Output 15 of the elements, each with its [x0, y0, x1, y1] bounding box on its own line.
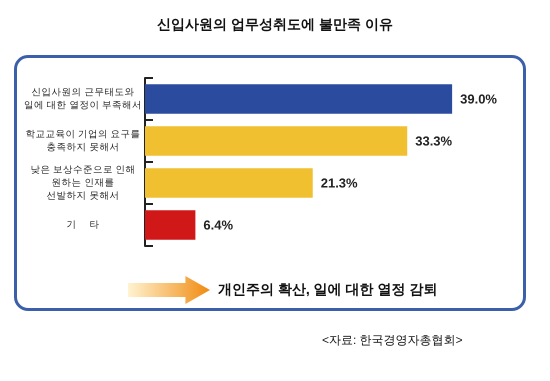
y-tick-label: 신입사원의 근무태도와 일에 대한 열정이 부족해서: [24, 87, 142, 111]
text: 개인주의 확산, 일에 대한 열정 감퇴: [218, 281, 438, 297]
text: <자료: 한국경영자총협회>: [322, 333, 463, 347]
y-tick-label: 기 타: [66, 220, 100, 230]
bar: [145, 210, 196, 240]
chart-title: 신입사원의 업무성취도에 불만족 이유: [157, 16, 393, 32]
y-tick-label: 학교교육이 기업의 요구를 충족하지 못해서: [25, 129, 141, 153]
bar: [145, 84, 452, 114]
y-tick-label: 낮은 보상수준으로 인해 원하는 인재를 선발하지 못해서: [30, 164, 136, 202]
bar: [145, 126, 408, 156]
data-label: 21.3%: [320, 176, 358, 190]
data-label: 33.3%: [415, 134, 453, 148]
data-label: 6.4%: [203, 218, 234, 232]
data-label: 39.0%: [460, 92, 498, 106]
bar: [145, 168, 313, 198]
